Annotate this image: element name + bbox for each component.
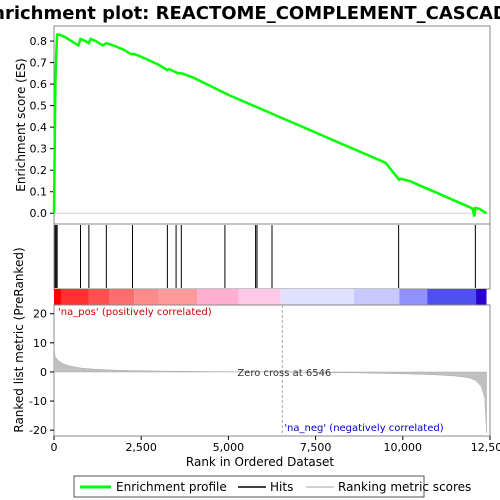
heatmap-band	[54, 289, 61, 305]
metric-y-tick-label: -20	[29, 424, 47, 437]
es-y-tick-label: 0.5	[30, 100, 48, 113]
metric-y-tick-label: -10	[29, 395, 47, 408]
es-y-tick-label: 0.3	[30, 143, 48, 156]
es-plot-frame	[53, 25, 491, 225]
ranking-metric-area	[53, 347, 487, 434]
legend: Enrichment profile Hits Ranking metric s…	[73, 475, 471, 498]
metric-y-axis-label: Ranked list metric (PreRanked)	[12, 247, 26, 432]
es-y-tick-label: 0.6	[30, 78, 48, 91]
es-y-axis-label: Enrichment score (ES)	[14, 58, 28, 191]
heatmap-band	[353, 289, 400, 305]
x-tick-label: 7,500	[300, 441, 332, 454]
zero-cross-label: Zero cross at 6546	[237, 368, 331, 379]
legend-enrichment-label: Enrichment profile	[116, 480, 227, 494]
es-panel: 0.0 0.1 0.2 0.3 0.4 0.5 0.6 0.7 0.8	[30, 25, 491, 225]
ranking-heatmap-bar	[54, 289, 487, 305]
es-y-tick-label: 0.0	[30, 207, 48, 220]
heatmap-band	[88, 289, 110, 305]
chart-title: Enrichment plot: REACTOME_COMPLEMENT_CAS…	[0, 3, 500, 24]
enrichment-profile-line	[52, 33, 488, 217]
negative-correlation-label: 'na_neg' (negatively correlated)	[284, 423, 443, 434]
hits-panel	[53, 223, 491, 290]
x-tick-label: 12,500	[471, 441, 500, 454]
x-tick-label: 10,000	[384, 441, 423, 454]
legend-hits-label: Hits	[270, 480, 293, 494]
heatmap-band	[280, 289, 354, 305]
heatmap-band	[134, 289, 159, 305]
metric-y-tick-label: 20	[33, 308, 47, 321]
heatmap-band	[60, 289, 89, 305]
es-y-tick-label: 0.1	[30, 186, 48, 199]
x-tick-label: 5,000	[213, 441, 245, 454]
es-y-tick-label: 0.8	[30, 35, 48, 48]
es-y-axis: 0.0 0.1 0.2 0.3 0.4 0.5 0.6 0.7 0.8	[30, 35, 54, 220]
metric-y-tick-label: 0	[40, 366, 47, 379]
heatmap-band	[238, 289, 281, 305]
heatmap-band	[197, 289, 239, 305]
es-y-tick-label: 0.2	[30, 164, 48, 177]
metric-y-axis: 20 10 0 -10 -20	[29, 308, 54, 437]
metric-panel: 20 10 0 -10 -20 'na_pos' (positively correla…	[29, 304, 491, 437]
heatmap-band	[427, 289, 477, 305]
es-y-tick-label: 0.7	[30, 57, 48, 70]
heatmap-band	[158, 289, 198, 305]
x-tick-label: 2,500	[125, 441, 157, 454]
es-y-tick-label: 0.4	[30, 121, 48, 134]
x-tick-label: 0	[51, 441, 58, 454]
hit-markers	[54, 225, 476, 288]
heatmap-band	[476, 289, 487, 305]
heatmap-band	[399, 289, 428, 305]
positive-correlation-label: 'na_pos' (positively correlated)	[58, 307, 212, 318]
x-axis-label: Rank in Ordered Dataset	[186, 455, 334, 469]
heatmap-band	[109, 289, 135, 305]
metric-y-tick-label: 10	[33, 337, 47, 350]
x-axis: 0 2,500 5,000 7,500 10,000 12,500	[51, 436, 500, 454]
legend-metric-label: Ranking metric scores	[338, 480, 471, 494]
